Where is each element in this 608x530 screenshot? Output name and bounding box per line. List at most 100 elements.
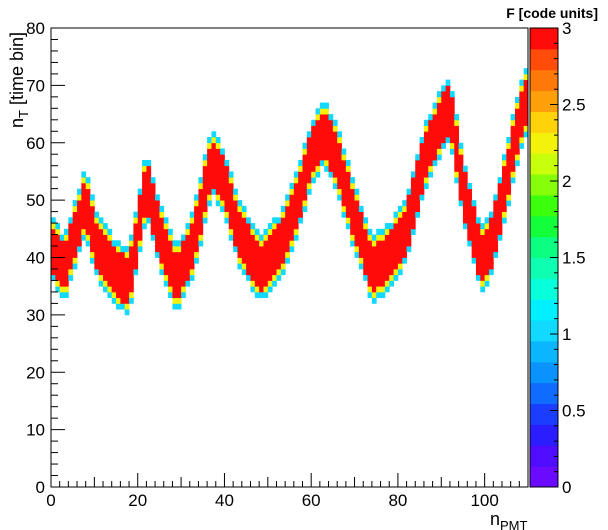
heatmap-cell: [319, 142, 325, 149]
heatmap-cell: [415, 200, 420, 207]
heatmap-cell: [233, 217, 238, 224]
heatmap-cell: [90, 217, 95, 224]
heatmap-cell: [350, 211, 355, 218]
heatmap-cell: [428, 171, 433, 178]
palette-swatch: [530, 403, 558, 425]
heatmap-cell: [332, 131, 338, 138]
heatmap-cell: [432, 102, 438, 109]
heatmap-cell: [168, 251, 173, 258]
heatmap-cell: [436, 102, 442, 109]
heatmap-cell: [207, 159, 212, 167]
heatmap-cell: [358, 251, 364, 258]
heatmap-cell: [371, 240, 377, 247]
heatmap-cell: [51, 246, 56, 253]
heatmap-cell: [419, 171, 425, 178]
heatmap-cell: [250, 223, 256, 230]
heatmap-cell: [194, 217, 199, 224]
heatmap-cell: [315, 142, 321, 149]
heatmap-cell: [341, 188, 347, 195]
heatmap-cell: [445, 125, 451, 132]
heatmap-cell: [449, 142, 455, 149]
heatmap-cell: [337, 182, 342, 190]
heatmap-cell: [142, 182, 147, 190]
heatmap-cell: [458, 142, 464, 149]
heatmap-cell: [133, 257, 139, 264]
heatmap-cell: [428, 114, 433, 121]
heatmap-cell: [523, 85, 529, 92]
heatmap-cell: [506, 137, 512, 144]
heatmap-cell: [415, 205, 420, 212]
heatmap-cell: [94, 211, 100, 218]
heatmap-cell: [358, 211, 364, 218]
heatmap-cell: [501, 182, 507, 190]
heatmap-cell: [224, 177, 230, 184]
heatmap-cell: [315, 159, 321, 167]
heatmap-cell: [124, 274, 130, 281]
heatmap-cell: [419, 194, 425, 201]
heatmap-cell: [432, 148, 438, 155]
heatmap-cell: [432, 154, 438, 161]
heatmap-cell: [293, 188, 299, 195]
heatmap-cell: [445, 119, 451, 126]
heatmap-cell: [51, 274, 56, 281]
heatmap-cell: [254, 280, 260, 287]
heatmap-cell: [501, 200, 507, 207]
heatmap-cell: [55, 268, 61, 276]
heatmap-cell: [198, 228, 204, 235]
heatmap-cell: [98, 228, 104, 235]
heatmap-cell: [94, 217, 100, 224]
heatmap-cell: [497, 217, 503, 224]
heatmap-cell: [423, 142, 429, 149]
heatmap-cell: [220, 182, 225, 190]
heatmap-cell: [146, 200, 152, 207]
heatmap-cell: [124, 263, 130, 270]
heatmap-cell: [176, 246, 182, 253]
heatmap-cell: [514, 102, 520, 109]
heatmap-cell: [306, 142, 312, 149]
heatmap-cell: [501, 154, 507, 161]
heatmap-cell: [137, 228, 143, 235]
heatmap-cell: [120, 263, 126, 270]
heatmap-cell: [150, 194, 156, 201]
heatmap-cell: [124, 246, 130, 253]
heatmap-cell: [285, 251, 290, 258]
heatmap-cell: [523, 114, 529, 121]
heatmap-cell: [384, 268, 390, 276]
heatmap-cell: [285, 257, 290, 264]
heatmap-cell: [298, 211, 303, 218]
heatmap-cell: [120, 268, 126, 276]
heatmap-cell: [263, 240, 269, 247]
heatmap-cell: [471, 200, 477, 207]
heatmap-cell: [341, 211, 347, 218]
heatmap-cell: [163, 228, 169, 235]
heatmap-cell: [298, 205, 303, 212]
heatmap-cell: [159, 251, 165, 258]
heatmap-cell: [228, 211, 234, 218]
heatmap-cell: [207, 177, 212, 184]
heatmap-cell: [462, 188, 468, 195]
heatmap-cell: [341, 165, 347, 172]
heatmap-cell: [363, 274, 368, 281]
heatmap-cell: [324, 119, 329, 126]
heatmap-cell: [484, 234, 490, 241]
heatmap-cell: [506, 182, 512, 190]
heatmap-cell: [194, 200, 199, 207]
heatmap-cell: [341, 177, 347, 184]
heatmap-cell: [462, 217, 468, 224]
heatmap-cell: [367, 274, 373, 281]
heatmap-cell: [159, 234, 165, 241]
heatmap-cell: [406, 188, 412, 195]
heatmap-cell: [519, 119, 525, 126]
heatmap-cell: [77, 188, 82, 195]
heatmap-cell: [501, 177, 507, 184]
heatmap-cell: [371, 246, 377, 253]
heatmap-cell: [519, 102, 525, 109]
heatmap-cell: [142, 223, 147, 230]
heatmap-cell: [68, 257, 74, 264]
heatmap-cell: [298, 217, 303, 224]
heatmap-cell: [367, 228, 373, 235]
heatmap-cell: [510, 137, 516, 144]
heatmap-cell: [311, 171, 316, 178]
heatmap-cell: [402, 223, 407, 230]
heatmap-cell: [458, 188, 464, 195]
